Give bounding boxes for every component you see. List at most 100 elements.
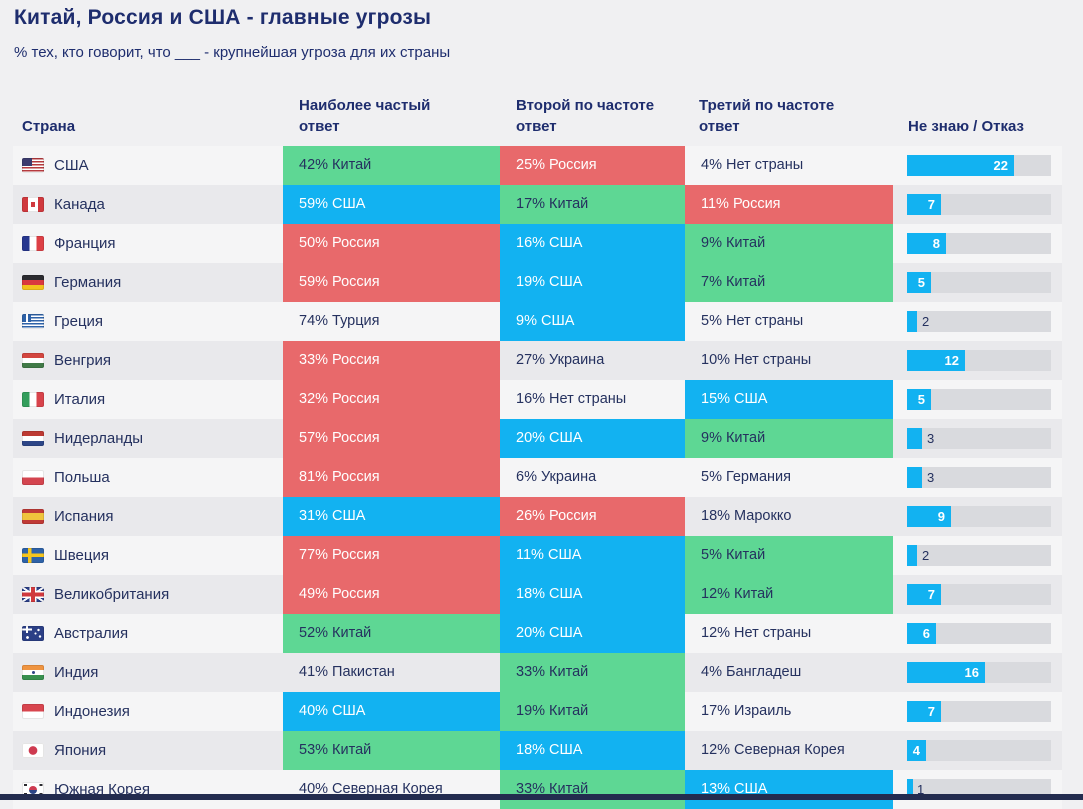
in-flag-icon	[22, 665, 44, 680]
dont-know-bar-track: 5	[907, 272, 1051, 293]
country-label: Швеция	[54, 547, 109, 564]
dont-know-bar: 7	[907, 584, 941, 605]
answer-first-cell: 81% Россия	[283, 458, 500, 497]
answer-second-cell: 9% США	[500, 302, 685, 341]
answer-first-cell: 31% США	[283, 497, 500, 536]
country-label: Япония	[54, 742, 107, 759]
answer-second-cell: 6% Украина	[516, 469, 597, 485]
dont-know-value-label: 1	[917, 782, 925, 797]
answer-second-cell: 33% Китай	[500, 653, 685, 692]
answer-third-cell: 17% Израиль	[701, 703, 792, 719]
answer-third-cell: 7% Китай	[685, 263, 893, 302]
us-flag-icon	[22, 158, 44, 173]
answer-third-cell: 18% Марокко	[701, 508, 792, 524]
table-row: Нидерланды 57% Россия 20% США 9% Китай 3	[13, 419, 1062, 458]
dont-know-value-label: 3	[927, 431, 935, 446]
page-title: Китай, Россия и США - главные угрозы	[14, 6, 432, 29]
dont-know-value-label: 3	[927, 470, 935, 485]
answer-first-cell: 53% Китай	[283, 731, 500, 770]
ca-flag-icon	[22, 197, 44, 212]
country-label: Индия	[54, 664, 99, 681]
table-row: Канада 59% США 17% Китай 11% Россия 7	[13, 185, 1062, 224]
answer-first-cell: 77% Россия	[283, 536, 500, 575]
kr-flag-icon	[22, 782, 44, 797]
table-row: Южная Корея 40% Северная Корея 33% Китай 13…	[13, 770, 1062, 809]
answer-second-cell: 18% США	[500, 731, 685, 770]
answer-second-cell: 20% США	[500, 614, 685, 653]
answer-first-cell: 57% Россия	[283, 419, 500, 458]
id-flag-icon	[22, 704, 44, 719]
dont-know-bar: 5	[907, 389, 931, 410]
country-label: Канада	[54, 196, 105, 213]
dont-know-bar-track: 16	[907, 662, 1051, 683]
column-header-second-answer: Второй по частоте ответ	[516, 96, 655, 136]
se-flag-icon	[22, 548, 44, 563]
dont-know-bar: 7	[907, 701, 941, 722]
it-flag-icon	[22, 392, 44, 407]
jp-flag-icon	[22, 743, 44, 758]
column-header-first-answer: Наиболее частый ответ	[299, 96, 431, 136]
gr-flag-icon	[22, 314, 44, 329]
dont-know-value-label: 2	[922, 314, 930, 329]
answer-first-cell: 33% Россия	[283, 341, 500, 380]
table-row: Италия 32% Россия 16% Нет страны 15% США 5	[13, 380, 1062, 419]
pl-flag-icon	[22, 470, 44, 485]
dont-know-bar-track: 7	[907, 701, 1051, 722]
table-row: США 42% Китай 25% Россия 4% Нет страны 22	[13, 146, 1062, 185]
fr-flag-icon	[22, 236, 44, 251]
column-header-dont-know: Не знаю / Отказ	[908, 118, 1025, 136]
answer-first-cell: 74% Турция	[299, 313, 380, 329]
table-header-row: Страна Наиболее частый ответ Второй по ч…	[13, 92, 1062, 140]
table-body: США 42% Китай 25% Россия 4% Нет страны 22 Кан…	[13, 146, 1062, 809]
country-label: США	[54, 157, 89, 174]
dont-know-bar-track: 9	[907, 506, 1051, 527]
answer-first-cell: 40% Северная Корея	[299, 781, 443, 797]
table-row: Индонезия 40% США 19% Китай 17% Израиль 7	[13, 692, 1062, 731]
dont-know-bar: 16	[907, 662, 985, 683]
dont-know-bar-track: 7	[907, 194, 1051, 215]
dont-know-bar: 6	[907, 623, 936, 644]
answer-third-cell: 12% Северная Корея	[701, 742, 845, 758]
dont-know-bar-track: 2	[907, 545, 1051, 566]
answer-third-cell: 5% Нет страны	[701, 313, 804, 329]
country-label: Польша	[54, 469, 110, 486]
country-label: Австралия	[54, 625, 129, 642]
dont-know-bar-track: 4	[907, 740, 1051, 761]
answer-second-cell: 19% Китай	[500, 692, 685, 731]
answer-third-cell: 5% Китай	[685, 536, 893, 575]
dont-know-bar-track: 5	[907, 389, 1051, 410]
country-label: Нидерланды	[54, 430, 144, 447]
dont-know-bar-track: 7	[907, 584, 1051, 605]
dont-know-bar-track: 2	[907, 311, 1051, 332]
table-row: Венгрия 33% Россия 27% Украина 10% Нет стра…	[13, 341, 1062, 380]
answer-third-cell: 12% Нет страны	[701, 625, 812, 641]
answer-first-cell: 59% Россия	[283, 263, 500, 302]
answer-second-cell: 20% США	[500, 419, 685, 458]
page-subtitle: % тех, кто говорит, что ___ - крупнейшая…	[14, 44, 451, 61]
table-row: Австралия 52% Китай 20% США 12% Нет страны 6	[13, 614, 1062, 653]
country-label: Индонезия	[54, 703, 130, 720]
dont-know-bar-track: 8	[907, 233, 1051, 254]
column-header-third-answer: Третий по частоте ответ	[699, 96, 835, 136]
au-flag-icon	[22, 626, 44, 641]
gb-flag-icon	[22, 587, 44, 602]
answer-first-cell: 32% Россия	[283, 380, 500, 419]
dont-know-bar	[907, 467, 922, 488]
country-label: Германия	[54, 274, 122, 291]
table-row: Индия 41% Пакистан 33% Китай 4% Бангладеш 16	[13, 653, 1062, 692]
table-row: Испания 31% США 26% Россия 18% Марокко 9	[13, 497, 1062, 536]
answer-second-cell: 26% Россия	[500, 497, 685, 536]
country-label: Великобритания	[54, 586, 170, 603]
table-row: Великобритания 49% Россия 18% США 12% Китай…	[13, 575, 1062, 614]
dont-know-bar: 12	[907, 350, 965, 371]
dont-know-bar: 22	[907, 155, 1014, 176]
table-row: Франция 50% Россия 16% США 9% Китай 8	[13, 224, 1062, 263]
table-row: Германия 59% Россия 19% США 7% Китай 5	[13, 263, 1062, 302]
answer-third-cell: 9% Китай	[685, 224, 893, 263]
table-row: Греция 74% Турция 9% США 5% Нет страны 2	[13, 302, 1062, 341]
country-label: Венгрия	[54, 352, 111, 369]
bottom-navy-strip	[0, 794, 1083, 800]
answer-third-cell: 5% Германия	[701, 469, 791, 485]
country-label: Южная Корея	[54, 781, 150, 798]
answer-third-cell: 15% США	[685, 380, 893, 419]
